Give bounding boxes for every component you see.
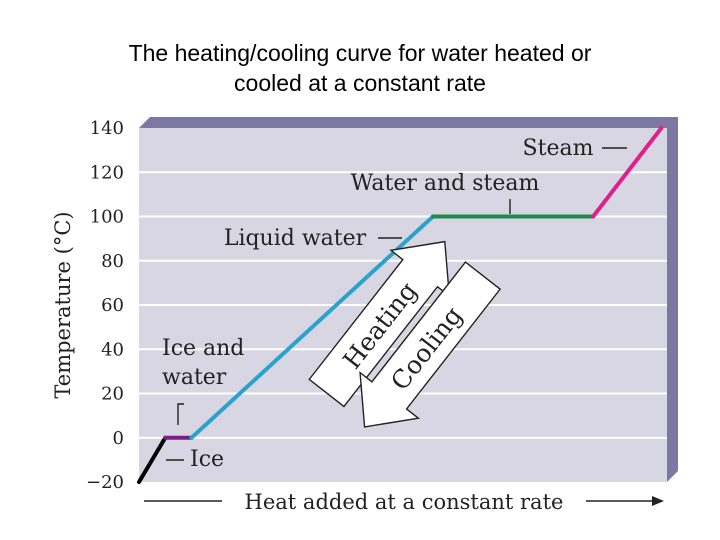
y-tick-label: 20 bbox=[101, 384, 124, 405]
y-axis-label: Temperature (°C) bbox=[51, 211, 75, 398]
y-tick-label: 140 bbox=[90, 118, 124, 139]
y-tick-label: 100 bbox=[90, 207, 124, 228]
y-tick-label: −20 bbox=[86, 472, 124, 493]
label-liquid-water: Liquid water bbox=[224, 226, 367, 251]
title-line-2: cooled at a constant rate bbox=[234, 70, 486, 96]
cooling-arrow-shape bbox=[359, 261, 502, 428]
segment-steam bbox=[591, 126, 664, 219]
segment-liquid-water bbox=[189, 214, 435, 440]
y-tick-labels: −20 0 20 40 60 80 100 120 140 bbox=[86, 118, 124, 493]
y-tick-label: 120 bbox=[90, 162, 124, 183]
annotations: Steam Water and steam Liquid water Ice and w… bbox=[162, 136, 627, 472]
curve-segments bbox=[137, 126, 664, 484]
y-tick-label: 40 bbox=[101, 339, 124, 360]
leader-ice-and-water bbox=[177, 403, 184, 425]
y-tick-label: 60 bbox=[101, 295, 124, 316]
label-steam: Steam bbox=[523, 136, 594, 161]
y-tick-label: 80 bbox=[101, 251, 124, 272]
x-axis-arrowhead bbox=[652, 496, 664, 506]
y-tick-label: 0 bbox=[113, 428, 124, 449]
slide-title: The heating/cooling curve for water heat… bbox=[0, 38, 720, 98]
heating-arrow-shape bbox=[308, 240, 451, 408]
label-ice-and-water-1: Ice and bbox=[162, 336, 244, 361]
x-axis-label: Heat added at a constant rate bbox=[245, 490, 564, 514]
label-water-and-steam: Water and steam bbox=[351, 171, 540, 196]
title-line-1: The heating/cooling curve for water heat… bbox=[128, 40, 592, 66]
label-ice: Ice bbox=[190, 447, 224, 472]
label-ice-and-water-2: water bbox=[162, 365, 227, 390]
segment-ice bbox=[137, 435, 168, 484]
